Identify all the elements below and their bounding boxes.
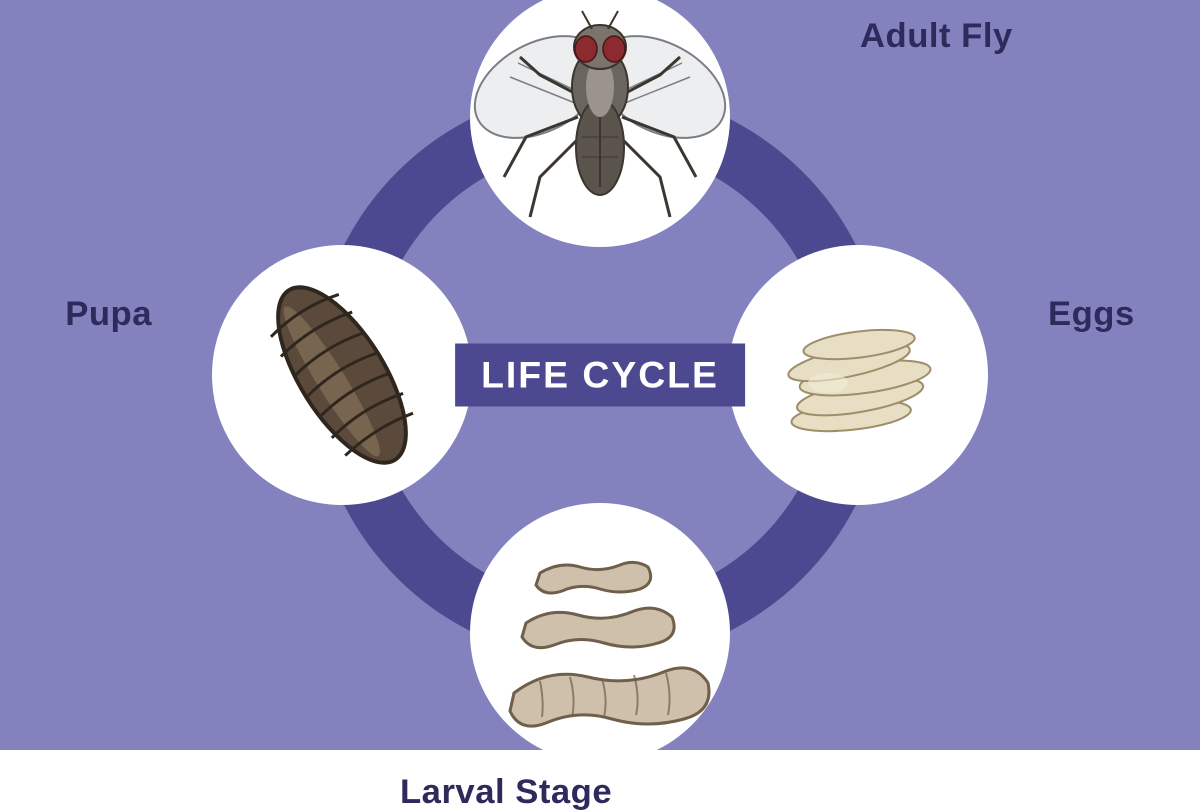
stage-larval (470, 503, 730, 763)
label-eggs: Eggs (1048, 295, 1135, 334)
pupa-illustration (212, 245, 472, 505)
stage-eggs (728, 245, 988, 505)
label-pupa: Pupa (65, 295, 152, 334)
stage-adult-fly (470, 0, 730, 247)
stage-pupa (212, 245, 472, 505)
adult-fly-illustration (470, 0, 730, 247)
larval-illustration (470, 503, 730, 763)
life-cycle-diagram: LIFE CYCLE Adult Fly Eggs Larval Stage P… (0, 0, 1200, 750)
label-adult-fly: Adult Fly (860, 17, 1013, 56)
center-title: LIFE CYCLE (455, 344, 745, 407)
eggs-illustration (728, 245, 988, 505)
label-larval-stage: Larval Stage (400, 773, 612, 812)
